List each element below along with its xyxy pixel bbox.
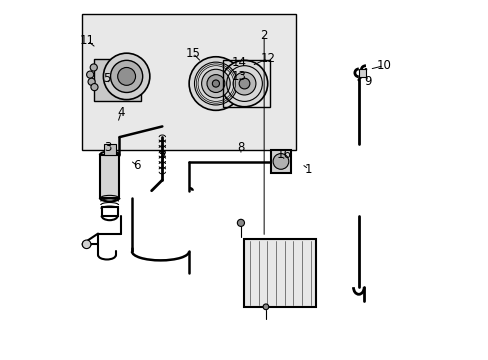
Circle shape	[201, 69, 230, 98]
Text: 3: 3	[104, 141, 111, 154]
Circle shape	[82, 240, 91, 249]
Circle shape	[263, 304, 268, 310]
Circle shape	[86, 71, 94, 78]
Circle shape	[110, 60, 142, 93]
Bar	[271, 150, 290, 173]
Circle shape	[91, 84, 98, 91]
Circle shape	[103, 53, 149, 100]
Circle shape	[272, 154, 288, 169]
Circle shape	[237, 219, 244, 226]
Bar	[223, 60, 269, 107]
Text: 8: 8	[237, 141, 244, 154]
Bar	[94, 59, 141, 102]
Circle shape	[189, 57, 242, 111]
Text: 11: 11	[80, 34, 95, 47]
Text: 15: 15	[185, 47, 200, 60]
Bar	[102, 207, 118, 216]
Circle shape	[118, 67, 135, 85]
Text: 10: 10	[376, 59, 390, 72]
Circle shape	[90, 64, 97, 71]
Text: 6: 6	[133, 159, 141, 172]
Circle shape	[212, 80, 219, 87]
Circle shape	[88, 78, 95, 85]
Circle shape	[233, 72, 255, 95]
Text: 5: 5	[103, 72, 110, 85]
Bar	[104, 144, 115, 155]
Text: 14: 14	[231, 55, 246, 69]
Bar	[244, 239, 315, 307]
Text: 1: 1	[305, 163, 312, 176]
Text: 12: 12	[260, 52, 275, 65]
Circle shape	[206, 75, 224, 93]
FancyBboxPatch shape	[82, 14, 296, 150]
Text: 7: 7	[158, 152, 166, 165]
Text: 2: 2	[260, 29, 267, 42]
Text: 4: 4	[117, 105, 125, 119]
Text: 16: 16	[276, 148, 291, 162]
Text: 9: 9	[363, 75, 371, 88]
Text: 13: 13	[231, 70, 246, 83]
Circle shape	[239, 78, 249, 89]
Bar	[100, 155, 119, 198]
Bar	[358, 69, 365, 77]
Circle shape	[221, 60, 267, 107]
